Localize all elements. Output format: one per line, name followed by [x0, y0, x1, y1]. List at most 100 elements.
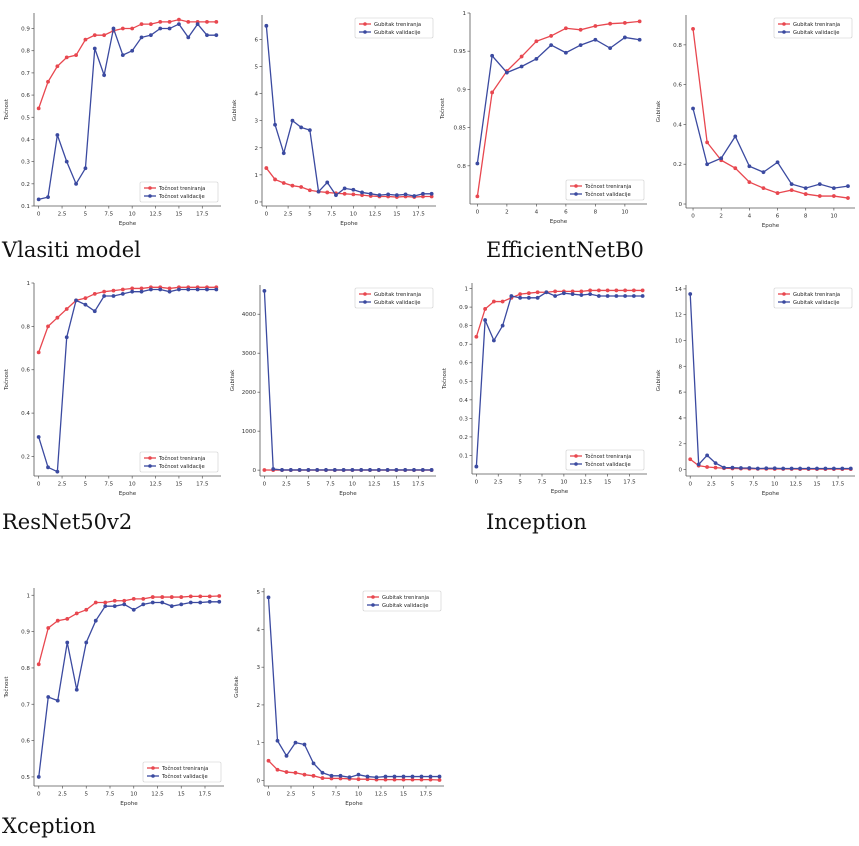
data-point [55, 133, 60, 137]
data-point [64, 159, 69, 164]
y-tick-label: 2 [256, 703, 260, 709]
x-tick-label: 10 [830, 214, 838, 220]
data-point [722, 465, 726, 470]
y-tick-label: 0.8 [21, 324, 30, 330]
y-tick-label: 0.5 [459, 379, 468, 385]
legend-label: Točnost treniranja [158, 185, 205, 192]
legend-label: Gubitak validacije [382, 603, 428, 609]
data-point [605, 288, 610, 293]
data-point [474, 334, 479, 339]
data-point [631, 294, 636, 298]
series-line-train [692, 28, 849, 199]
data-point [316, 189, 321, 194]
data-point [167, 289, 172, 294]
data-point [320, 776, 325, 780]
data-point [553, 294, 558, 298]
y-tick-label: 0.7 [459, 342, 468, 348]
x-tick-label: 17.5 [832, 482, 845, 488]
legend-marker [148, 186, 152, 190]
chart-svg: 0 2.5 5 7.5 10 12.5 15 17.5 0.2 0.4 0.6 0.8 1 Epohe To… [3, 281, 221, 497]
y-tick-label: 1 [254, 173, 258, 179]
data-point [64, 55, 69, 60]
legend-label: Gubitak validacije [374, 30, 420, 36]
x-tick-label: 7.5 [538, 480, 547, 486]
series-line-train [38, 18, 217, 109]
x-tick-label: 17.5 [412, 212, 425, 218]
x-tick-label: 7.5 [326, 482, 335, 488]
data-point [139, 35, 144, 40]
x-tick-label: 0 [691, 214, 695, 220]
legend-marker [782, 22, 786, 26]
data-point [781, 466, 786, 471]
x-tick-label: 6 [776, 214, 780, 220]
data-point [139, 22, 144, 26]
x-tick-label: 12.5 [369, 212, 382, 218]
data-point [262, 288, 267, 293]
data-point [579, 293, 584, 297]
y-tick-label: 1000 [242, 429, 257, 435]
series-line-train [476, 20, 640, 197]
data-point [169, 604, 174, 609]
y-tick-label: 0.6 [21, 368, 30, 374]
x-tick-label: 10 [621, 210, 629, 216]
x-tick-label: 5 [518, 480, 522, 486]
data-point [141, 596, 146, 601]
x-tick-label: 15 [400, 792, 408, 798]
y-tick-label: 0.7 [21, 702, 30, 708]
x-tick-label: 7.5 [749, 482, 758, 488]
legend-marker [148, 194, 152, 198]
data-point [761, 186, 766, 191]
data-point [130, 289, 135, 294]
data-point [158, 26, 163, 31]
y-axis-label: Gubitak [656, 100, 662, 123]
chart-svg: 0 2.5 5 7.5 10 12.5 15 17.5 0.1 0.2 0.3 0.4 0.5 0.6 0.… [441, 283, 647, 495]
data-point [102, 294, 107, 298]
data-point [691, 27, 695, 31]
data-point [356, 777, 361, 782]
legend-label: Točnost treniranja [158, 455, 205, 462]
data-point [217, 594, 222, 598]
data-point [570, 292, 575, 297]
x-tick-label: 12.5 [375, 792, 388, 798]
data-point [55, 469, 60, 474]
y-tick-label: 12 [675, 313, 682, 319]
y-axis-label: Gubitak [656, 369, 662, 392]
data-point [293, 740, 298, 745]
data-point [588, 292, 593, 297]
data-point [93, 618, 98, 623]
data-point [311, 761, 316, 766]
data-point [46, 626, 51, 630]
data-point [739, 466, 743, 470]
data-point [311, 773, 316, 778]
data-point [275, 767, 280, 772]
data-point [490, 90, 495, 95]
y-axis-label: Gubitak [232, 99, 238, 122]
data-point [55, 315, 60, 320]
model-label-vlasiti: Vlasiti model [2, 238, 141, 262]
data-point [103, 604, 108, 609]
y-tick-label: 1 [462, 11, 466, 17]
data-point [36, 775, 41, 779]
chart-svg: 0 2.5 5 7.5 10 12.5 15 17.5 0.5 0.6 0.7 0.8 0.9 1 Epoh… [3, 588, 224, 807]
data-point [302, 742, 307, 747]
data-point [46, 695, 51, 699]
y-tick-label: 0 [256, 778, 260, 784]
data-point [789, 466, 794, 471]
data-point [332, 468, 337, 472]
y-tick-label: 0.8 [21, 49, 30, 55]
data-point [490, 53, 495, 58]
data-point [437, 778, 442, 782]
data-point [120, 26, 125, 31]
data-point [92, 46, 97, 51]
data-point [385, 468, 390, 472]
x-tick-label: 12.5 [149, 482, 162, 488]
x-tick-label: 5 [312, 792, 316, 798]
y-axis-label: Gubitak [234, 675, 240, 698]
data-point [817, 194, 822, 198]
data-point [205, 19, 209, 24]
data-point [376, 468, 381, 472]
y-axis-label: Točnost [3, 368, 10, 391]
data-point [401, 777, 406, 782]
x-tick-label: 17.5 [199, 792, 212, 798]
data-point [705, 162, 710, 167]
